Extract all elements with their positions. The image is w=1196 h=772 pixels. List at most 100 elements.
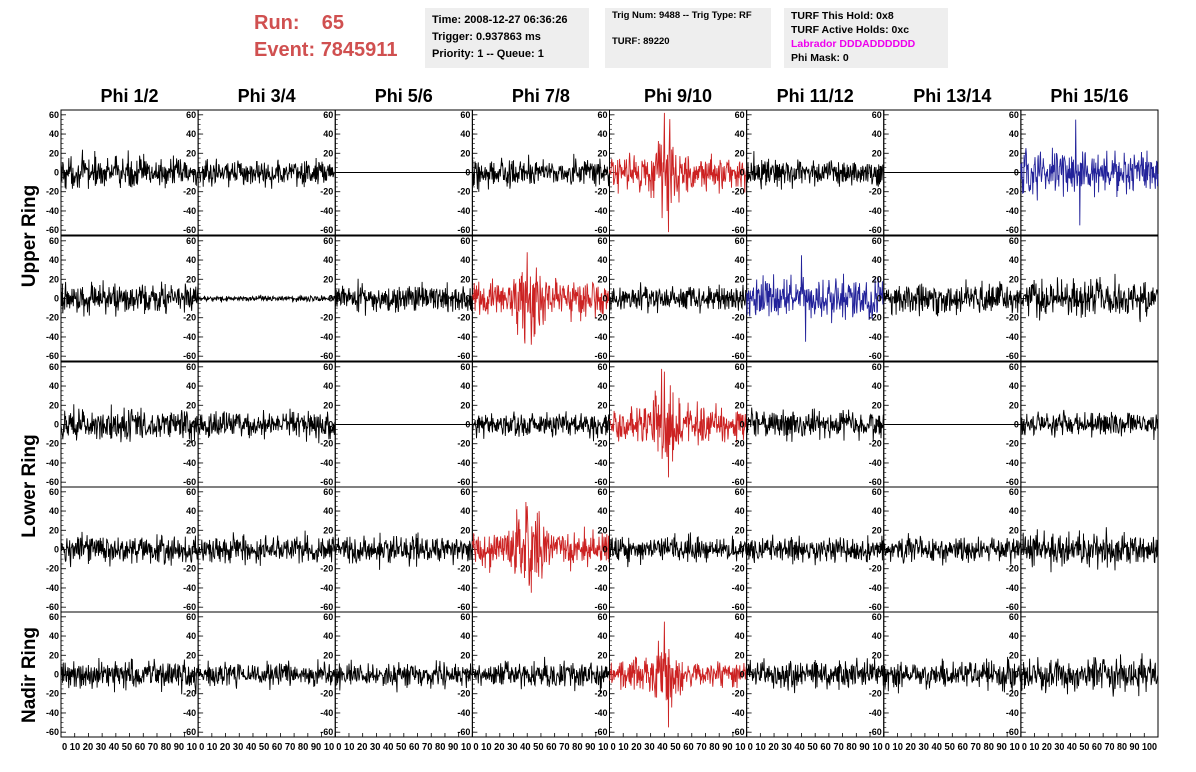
y-tick-label: 40 <box>872 631 882 641</box>
y-tick-label: 0 <box>54 545 59 555</box>
waveform-trace <box>609 368 748 478</box>
y-tick-label: -60 <box>320 602 333 612</box>
y-tick-label: 0 <box>328 294 333 304</box>
y-tick-label: 60 <box>597 487 607 497</box>
y-tick-label: 40 <box>186 631 196 641</box>
waveform-panel: 60 40 20 0 -20 -40 -60 <box>1006 486 1159 613</box>
y-tick-label: 40 <box>460 631 470 641</box>
y-tick-label: -40 <box>869 583 882 593</box>
x-tick-labels: 0 10 20 30 40 50 60 70 80 90 100 <box>1022 742 1158 753</box>
y-tick-label: -20 <box>46 187 59 197</box>
y-tick-label: -40 <box>732 458 745 468</box>
waveform-trace <box>746 151 885 190</box>
y-tick-label: 0 <box>740 168 745 178</box>
y-tick-label: 60 <box>872 236 882 246</box>
y-tick-label: -20 <box>46 439 59 449</box>
y-tick-label: -40 <box>869 708 882 718</box>
y-tick-label: 60 <box>49 362 59 372</box>
y-tick-label: 0 <box>54 670 59 680</box>
y-tick-label: -60 <box>183 727 196 737</box>
waveform-panel: 60 40 20 0 -20 -40 -60 <box>46 361 199 488</box>
y-tick-label: -40 <box>732 206 745 216</box>
column-header: Phi 5/6 <box>374 86 433 106</box>
x-tick-labels: 0 10 20 30 40 50 60 70 80 90 10 <box>336 742 472 753</box>
y-tick-label: -20 <box>732 689 745 699</box>
y-tick-label: -20 <box>869 313 882 323</box>
y-tick-label: 40 <box>872 255 882 265</box>
y-tick-label: 40 <box>323 381 333 391</box>
column-header: Phi 15/16 <box>1050 86 1129 106</box>
y-tick-label: 60 <box>49 236 59 246</box>
y-tick-label: -60 <box>46 225 59 235</box>
waveform-panel: 60 40 20 0 -20 -40 -60 <box>320 486 473 613</box>
y-tick-label: 0 <box>465 545 470 555</box>
y-tick-label: 40 <box>323 255 333 265</box>
y-tick-label: 60 <box>49 612 59 622</box>
y-tick-label: 40 <box>49 255 59 265</box>
waveform-trace <box>197 408 336 444</box>
y-tick-label: -60 <box>594 602 607 612</box>
y-tick-label: 20 <box>460 148 470 158</box>
y-tick-label: 60 <box>735 110 745 120</box>
y-tick-label: 40 <box>597 506 607 516</box>
y-tick-label: 20 <box>186 148 196 158</box>
y-tick-label: 0 <box>877 545 882 555</box>
y-tick-label: -40 <box>46 458 59 468</box>
y-tick-label: -40 <box>320 206 333 216</box>
column-header: Phi 3/4 <box>237 86 296 106</box>
waveform-trace <box>471 501 610 593</box>
y-tick-label: -20 <box>320 689 333 699</box>
y-tick-label: -20 <box>46 689 59 699</box>
y-tick-label: 60 <box>460 612 470 622</box>
y-tick-label: 60 <box>1009 612 1019 622</box>
y-tick-label: 20 <box>460 525 470 535</box>
y-tick-label: 40 <box>186 255 196 265</box>
y-tick-label: -20 <box>183 187 196 197</box>
y-tick-label: 40 <box>735 506 745 516</box>
y-tick-label: -40 <box>1006 708 1019 718</box>
y-tick-label: -40 <box>183 458 196 468</box>
y-tick-label: -60 <box>46 477 59 487</box>
column-header: Phi 11/12 <box>776 86 854 106</box>
y-tick-label: 60 <box>597 362 607 372</box>
y-tick-label: 60 <box>460 110 470 120</box>
waveform-panel: 60 40 20 0 -20 -40 -60 <box>457 361 610 488</box>
y-tick-label: 40 <box>735 255 745 265</box>
y-tick-label: 20 <box>1009 525 1019 535</box>
y-tick-label: -40 <box>457 458 470 468</box>
y-tick-label: 60 <box>872 612 882 622</box>
y-tick-label: 0 <box>465 420 470 430</box>
y-tick-label: -40 <box>1006 206 1019 216</box>
y-tick-label: -20 <box>1006 187 1019 197</box>
y-tick-label: 0 <box>328 545 333 555</box>
y-tick-label: -60 <box>320 727 333 737</box>
y-tick-label: -20 <box>869 689 882 699</box>
y-tick-label: -20 <box>46 313 59 323</box>
turf-info-box: TURF This Hold: 0x8 TURF Active Holds: 0… <box>784 8 948 68</box>
y-tick-label: 0 <box>602 545 607 555</box>
y-tick-label: 20 <box>872 525 882 535</box>
y-tick-label: 0 <box>602 670 607 680</box>
y-tick-label: 0 <box>328 168 333 178</box>
y-tick-label: 40 <box>1009 381 1019 391</box>
y-tick-label: 60 <box>186 236 196 246</box>
y-tick-label: 0 <box>465 670 470 680</box>
y-tick-label: -20 <box>320 564 333 574</box>
y-tick-label: -40 <box>320 708 333 718</box>
y-tick-label: 20 <box>49 400 59 410</box>
y-tick-label: -60 <box>183 602 196 612</box>
y-tick-label: 20 <box>49 148 59 158</box>
x-tick-labels: 0 10 20 30 40 50 60 70 80 90 10 <box>62 742 198 753</box>
y-tick-label: 20 <box>872 274 882 284</box>
y-tick-label: -60 <box>183 477 196 487</box>
y-tick-label: 0 <box>877 168 882 178</box>
waveform-panel: 60 40 20 0 -20 -40 -60 <box>457 109 610 236</box>
waveform-panel: 60 40 20 0 -20 -40 -60 <box>320 235 473 362</box>
waveform-panel: 60 40 20 0 -20 -40 -60 <box>869 361 1022 488</box>
y-tick-label: 20 <box>1009 148 1019 158</box>
y-tick-label: 40 <box>1009 129 1019 139</box>
y-tick-label: -20 <box>183 564 196 574</box>
